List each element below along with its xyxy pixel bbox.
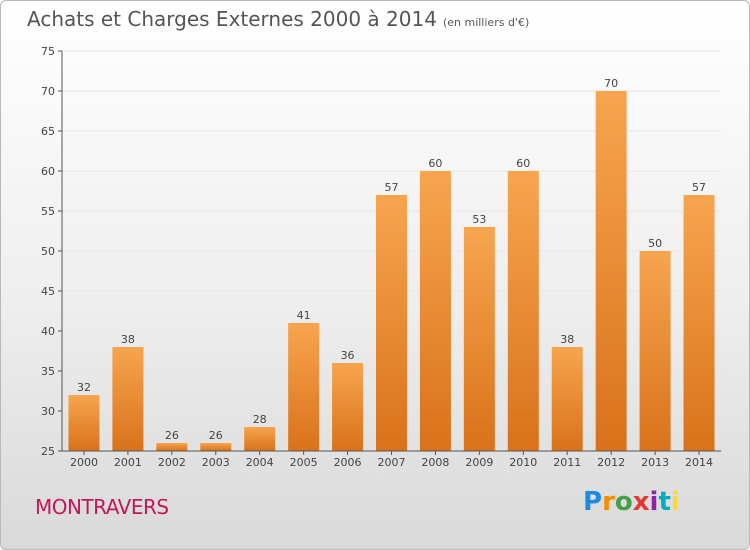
bar: [419, 171, 451, 451]
data-label: 26: [165, 429, 179, 442]
bar: [376, 195, 407, 451]
y-tick-label: 50: [41, 245, 55, 258]
y-tick-label: 25: [41, 445, 55, 458]
chart-title: Achats et Charges Externes 2000 à 2014 (e…: [27, 7, 529, 31]
unit-label: (en milliers d'€): [442, 16, 530, 29]
x-tick-label: 2009: [465, 456, 493, 469]
bar: [595, 91, 627, 451]
data-label: 50: [648, 237, 662, 250]
logo-letter: o: [614, 487, 633, 517]
data-label: 57: [385, 181, 399, 194]
bars: [68, 91, 715, 451]
bar: [463, 227, 495, 451]
data-label: 57: [692, 181, 706, 194]
proxiti-logo: Proxiti: [583, 487, 680, 517]
y-tick-label: 35: [41, 365, 55, 378]
data-label: 70: [604, 77, 618, 90]
axes: [58, 50, 721, 455]
data-label: 53: [472, 213, 486, 226]
data-label: 41: [297, 309, 311, 322]
commune-name: MONTRAVERS: [35, 495, 169, 519]
x-tick-label: 2002: [158, 456, 186, 469]
x-tick-label: 2013: [641, 456, 669, 469]
logo-letter: i: [649, 487, 659, 517]
x-tick-label: 2012: [597, 456, 625, 469]
data-label: 38: [121, 333, 135, 346]
data-label: 36: [341, 349, 355, 362]
bar: [288, 323, 320, 451]
logo-letter: i: [670, 487, 680, 517]
data-label: 28: [253, 413, 267, 426]
x-tick-label: 2011: [553, 456, 581, 469]
y-tick-label: 40: [41, 325, 55, 338]
logo-letter: x: [632, 487, 650, 517]
bar: [112, 347, 144, 451]
data-label: 60: [428, 157, 442, 170]
x-tick-label: 2005: [290, 456, 318, 469]
bar: [332, 363, 364, 451]
data-label: 38: [560, 333, 574, 346]
x-tick-label: 2008: [421, 456, 449, 469]
x-tick-label: 2010: [509, 456, 537, 469]
y-tick-label: 75: [41, 45, 55, 58]
x-tick-label: 2000: [70, 456, 98, 469]
bar: [639, 251, 671, 451]
logo-letter: r: [602, 487, 615, 517]
labels: 25 30 35 40 45 50 55 60 65 70 75 32 2000 38 2001 26 2002…: [41, 45, 713, 469]
y-tick-label: 30: [41, 405, 55, 418]
chart-title-text: Achats et Charges Externes 2000 à 2014: [27, 7, 437, 31]
x-tick-label: 2014: [685, 456, 713, 469]
bar: [551, 347, 583, 451]
data-label: 32: [77, 381, 91, 394]
bar: [68, 395, 100, 451]
data-label: 26: [209, 429, 223, 442]
bar: [507, 171, 539, 451]
y-tick-label: 60: [41, 165, 55, 178]
x-tick-label: 2006: [334, 456, 362, 469]
x-tick-label: 2007: [378, 456, 406, 469]
bar: [156, 443, 188, 451]
bar: [200, 443, 232, 451]
y-tick-label: 65: [41, 125, 55, 138]
x-tick-label: 2004: [246, 456, 274, 469]
x-tick-label: 2003: [202, 456, 230, 469]
y-tick-label: 70: [41, 85, 55, 98]
data-label: 60: [516, 157, 530, 170]
bar: [683, 195, 715, 451]
logo-letter: t: [658, 487, 671, 517]
bar: [244, 427, 276, 451]
logo-letter: P: [583, 487, 603, 517]
y-tick-label: 45: [41, 285, 55, 298]
y-tick-label: 55: [41, 205, 55, 218]
x-tick-label: 2001: [114, 456, 142, 469]
